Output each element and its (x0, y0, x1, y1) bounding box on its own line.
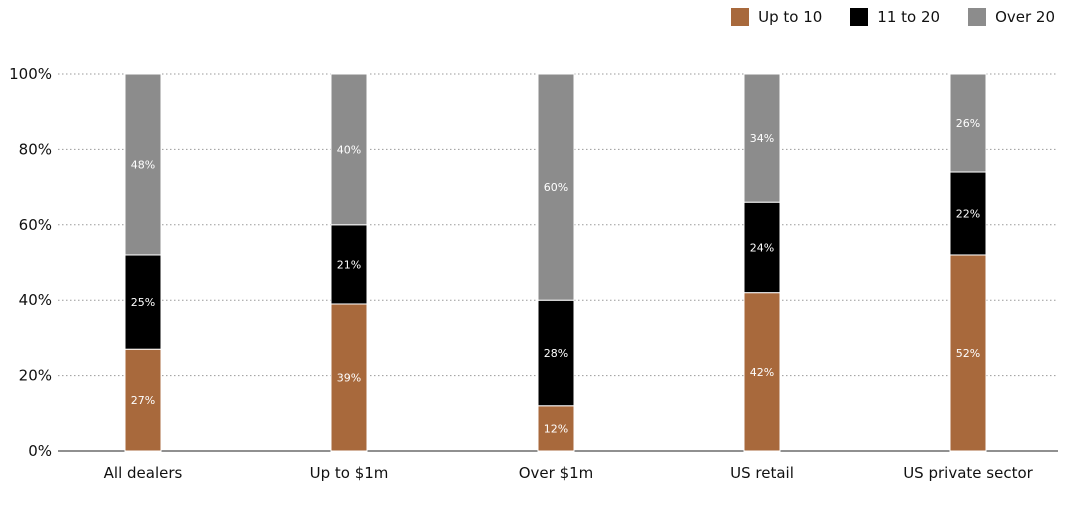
data-label: 52% (956, 347, 980, 360)
data-label: 39% (337, 371, 361, 384)
data-label: 48% (131, 158, 155, 171)
y-tick-label: 100% (9, 65, 52, 83)
x-tick-label: Up to $1m (310, 464, 389, 482)
data-label: 42% (750, 366, 774, 379)
data-label: 27% (131, 394, 155, 407)
data-label: 34% (750, 132, 774, 145)
y-tick-label: 80% (19, 140, 52, 158)
data-label: 28% (544, 347, 568, 360)
data-label: 12% (544, 422, 568, 435)
data-label: 24% (750, 241, 774, 254)
x-tick-label: US private sector (903, 464, 1033, 482)
y-tick-label: 20% (19, 367, 52, 385)
data-label: 40% (337, 143, 361, 156)
y-tick-label: 0% (28, 442, 52, 460)
data-label: 26% (956, 117, 980, 130)
x-tick-label: All dealers (104, 464, 183, 482)
data-label: 25% (131, 296, 155, 309)
x-tick-label: Over $1m (519, 464, 594, 482)
data-label: 60% (544, 181, 568, 194)
y-tick-label: 60% (19, 216, 52, 234)
data-label: 22% (956, 207, 980, 220)
y-tick-label: 40% (19, 291, 52, 309)
data-label: 21% (337, 258, 361, 271)
x-tick-label: US retail (730, 464, 794, 482)
